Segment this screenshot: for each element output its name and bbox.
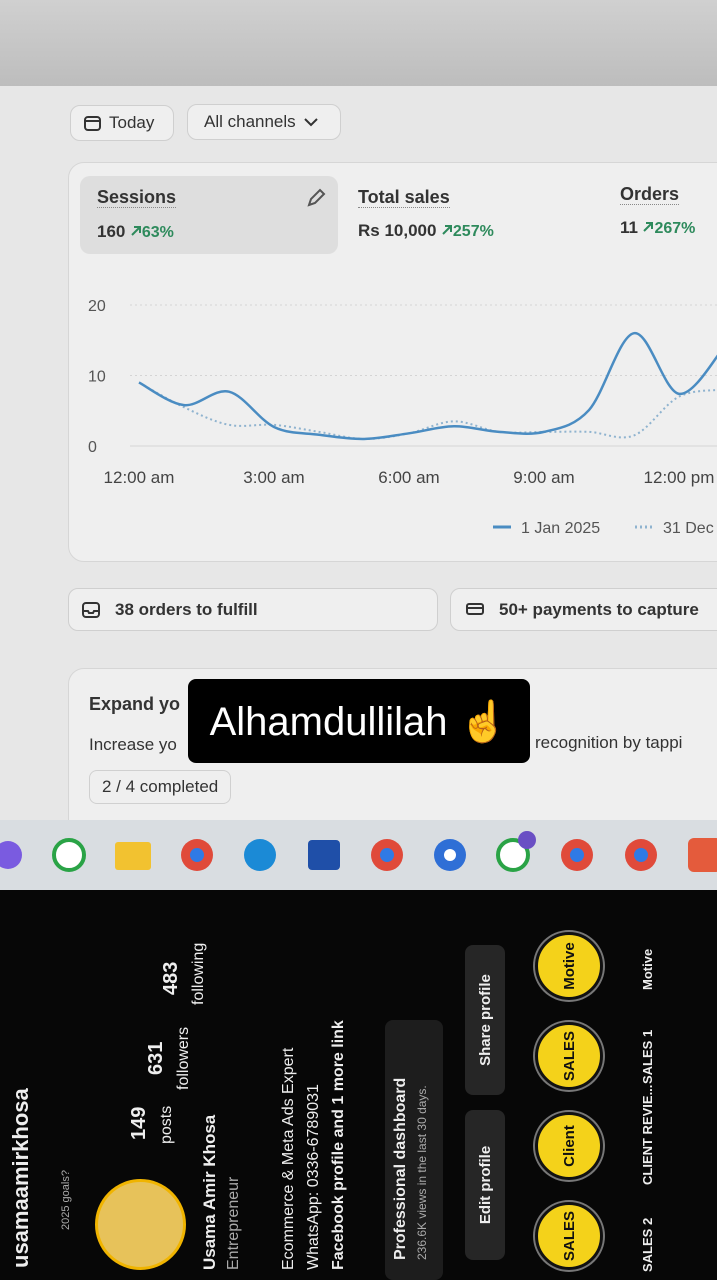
change-text: 63% [141,224,174,241]
legend-label: 1 Jan 2025 [521,520,600,537]
series-line [138,331,717,441]
taskbar-icons [0,831,717,872]
line-chart: 0 10 20 12:00 am 3:00 am 6:00 am 9:00 am 12:00 … [88,298,717,537]
payment-icon [466,602,484,615]
x-tick-label: 3:00 am [243,468,304,487]
up-arrow [131,226,141,236]
metric-value: 160 [97,222,126,241]
bezel [0,0,717,86]
setup-text: recognition by tappi [535,733,683,752]
avatar [95,1179,186,1270]
dashboard-sub: 236.6K views in the last 30 days. [415,1085,429,1260]
inbox-icon [82,601,100,618]
progress: 2 / 4 completed [89,770,232,804]
taskbar [0,820,717,890]
metric-change: 257% [441,223,494,240]
note: 2025 goals? [60,1170,72,1230]
metric-value: 11 [620,218,638,237]
change-text: 267% [654,220,696,237]
legend-label: 31 Dec [663,520,714,537]
bio-link[interactable]: Facebook profile and 1 more link [330,1020,347,1270]
x-tick-label: 12:00 pm [644,468,715,487]
calendar-icon [84,116,101,131]
chart-card [68,162,717,562]
task-text: 38 orders to fulfill [115,599,258,619]
stat-label: following [190,942,207,1005]
task-card[interactable]: 38 orders to fulfill [68,588,438,631]
highlight-label: SALES 1 [640,1029,655,1084]
button[interactable]: Edit profile [465,1110,505,1260]
category: Entrepreneur [225,1176,242,1270]
filter-label: All channels [204,112,296,131]
task-card[interactable]: 50+ payments to capture [450,588,717,631]
setup-title: Expand yo [89,694,181,714]
story-text: Alhamdullilah ☝️ [188,679,530,763]
stat-value: 149 [128,1106,150,1140]
y-tick-label: 0 [88,439,97,456]
button-label: Share profile [476,974,494,1066]
metric-change: 63% [130,224,174,241]
metric: 160 63% [97,222,174,242]
metric: Total sales [358,187,450,208]
series-line [138,381,717,440]
metric: Sessions [97,187,177,208]
instagram-profile: usamaamirkhosa 2025 goals? 149 posts 631… [0,890,717,1280]
highlight-label: CLIENT REVIE... [640,1084,655,1185]
filter-label: Today [109,113,155,132]
chevron [303,118,318,127]
bio-line: WhatsApp: 0336-6789031 [305,1084,322,1270]
highlight[interactable]: SALES [535,1202,603,1270]
setup-text: Increase yo [89,735,177,754]
bio-line: Ecommerce & Meta Ads Expert [280,1047,297,1270]
stat-label: followers [175,1026,192,1090]
full-name: Usama Amir Khosa [200,1114,219,1270]
edit-icon [307,188,326,207]
task-text: 50+ payments to capture [499,599,699,619]
stat-value: 631 [145,1041,167,1075]
metric-label: Sessions [97,187,177,208]
button-label: Edit profile [476,1145,494,1225]
metric: Rs 10,000 257% [358,221,494,241]
x-tick-label: 6:00 am [378,468,439,487]
channel-filter[interactable]: All channels [187,104,341,140]
metric-value: Rs 10,000 [358,221,437,240]
phone: usamaamirkhosa 2025 goals? 149 posts 631… [0,890,717,1280]
highlight[interactable]: Client [535,1112,603,1180]
highlight[interactable]: SALES [535,1022,603,1090]
date-filter[interactable]: Today [70,105,174,141]
metric-label: Total sales [358,187,450,208]
change-text: 257% [452,223,494,240]
highlight-label: SALES 2 [640,1217,655,1272]
metric-label: Orders [620,184,680,205]
username: usamaamirkhosa [8,1088,33,1268]
metric: 11 267% [620,218,695,238]
x-tick-label: 9:00 am [513,468,574,487]
highlight[interactable]: Motive [535,932,603,1000]
y-tick-label: 20 [88,298,106,315]
metric: Orders [620,184,680,205]
stat-label: posts [158,1105,175,1144]
up-arrow [442,225,452,235]
metric-change: 267% [642,220,695,237]
button[interactable]: Share profile [465,945,505,1095]
dashboard-title: Professional dashboard [392,1077,409,1260]
x-tick-label: 12:00 am [104,468,175,487]
highlight-label: Motive [640,948,655,990]
stat-value: 483 [160,961,182,995]
up-arrow [643,222,654,232]
y-tick-label: 10 [88,369,106,386]
metric-selected [80,176,338,254]
